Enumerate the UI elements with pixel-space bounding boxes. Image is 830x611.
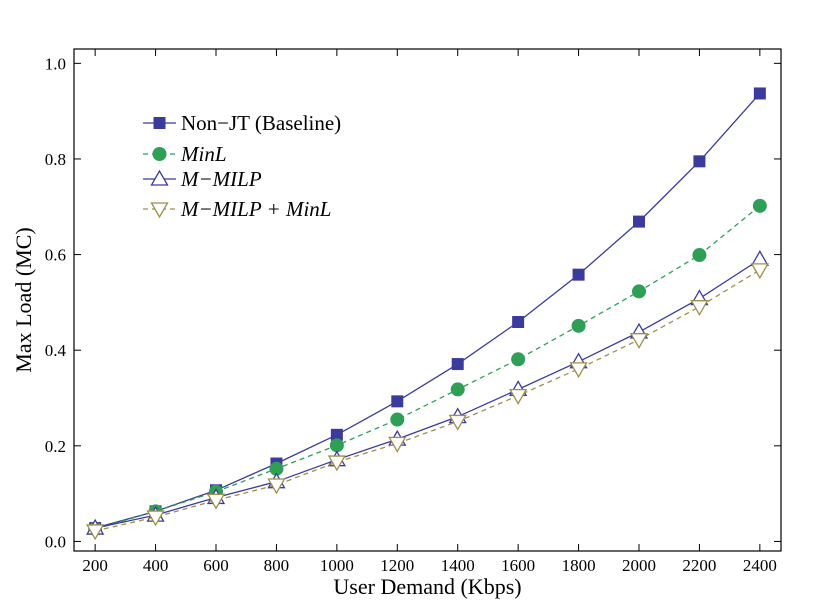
y-axis-ticks: 0.0 0.2 0.4 0.6 0.8 1.0	[45, 54, 781, 551]
x-tick-label: 1400	[441, 556, 475, 575]
series-2-point	[752, 198, 767, 213]
x-tick-label: 1800	[562, 556, 596, 575]
series-4-point	[750, 263, 769, 280]
series-1-point	[693, 155, 706, 168]
series-1-point	[572, 268, 585, 281]
x-tick-label: 800	[264, 556, 290, 575]
y-axis-title: Max Load (MC)	[11, 227, 36, 372]
series-4-point	[146, 510, 165, 527]
legend-item-2: MinL	[143, 142, 227, 166]
legend-label: M−MILP	[180, 167, 262, 191]
series-layer	[86, 87, 769, 541]
series-2-line	[94, 205, 761, 530]
series-4-point	[629, 333, 649, 349]
y-tick-label: 1.0	[45, 54, 66, 73]
y-tick-label: 0.2	[45, 437, 66, 456]
series-3	[86, 250, 769, 535]
series-2-point	[631, 284, 646, 299]
x-tick-label: 2400	[743, 556, 777, 575]
y-tick-label: 0.6	[45, 246, 66, 265]
series-4-point	[448, 414, 467, 431]
series-4-point	[206, 493, 226, 510]
series-3-line	[95, 258, 761, 529]
x-tick-label: 2000	[622, 556, 656, 575]
series-2-point	[692, 248, 707, 263]
x-axis-title: User Demand (Kbps)	[333, 574, 521, 599]
x-tick-label: 1000	[320, 556, 354, 575]
legend-label: MinL	[180, 142, 227, 166]
series-4-point	[388, 436, 407, 453]
series-1-point	[512, 315, 525, 328]
legend-marker	[153, 117, 166, 129]
series-4-point	[86, 524, 105, 541]
series-1-point	[330, 428, 343, 441]
series-1-point	[632, 215, 645, 228]
series-2-point	[571, 318, 586, 333]
series-2-point	[450, 382, 465, 397]
legend-item-1: Non−JT (Baseline)	[143, 111, 341, 135]
series-2-point	[329, 438, 344, 453]
x-tick-label: 400	[143, 556, 169, 575]
series-4-point	[327, 455, 346, 472]
series-4	[86, 263, 769, 541]
series-1-line	[94, 93, 761, 529]
y-tick-label: 0.4	[45, 341, 67, 360]
x-tick-label: 200	[82, 556, 108, 575]
x-tick-label: 600	[203, 556, 229, 575]
series-4-point	[690, 300, 709, 317]
series-4-point	[569, 362, 588, 379]
legend-marker	[152, 147, 167, 161]
series-1-point	[391, 395, 404, 408]
x-tick-label: 1600	[501, 556, 535, 575]
legend-item-3: M−MILP	[143, 167, 262, 191]
series-4-line	[95, 269, 761, 532]
y-tick-label: 0.8	[45, 150, 66, 169]
series-4-point	[267, 478, 286, 495]
legend-marker	[150, 169, 169, 186]
series-2	[88, 198, 767, 537]
legend-marker	[150, 202, 169, 219]
x-tick-label: 2200	[682, 556, 716, 575]
legend-item-4: M−MILP + MinL	[143, 197, 331, 221]
series-1-point	[753, 87, 766, 100]
series-1-point	[451, 358, 464, 371]
series-2-point	[390, 412, 405, 427]
series-4-point	[509, 388, 528, 405]
y-tick-label: 0.0	[45, 532, 66, 551]
plot-frame	[73, 48, 782, 552]
legend-label: Non−JT (Baseline)	[181, 111, 341, 135]
legend-label: M−MILP + MinL	[180, 197, 331, 221]
x-axis-ticks: 200 400 600 800 1000 1200 1400 1600 1800 2000 2200…	[82, 49, 777, 575]
x-tick-label: 1200	[380, 556, 414, 575]
series-2-point	[511, 352, 526, 367]
series-2-point	[269, 461, 284, 476]
